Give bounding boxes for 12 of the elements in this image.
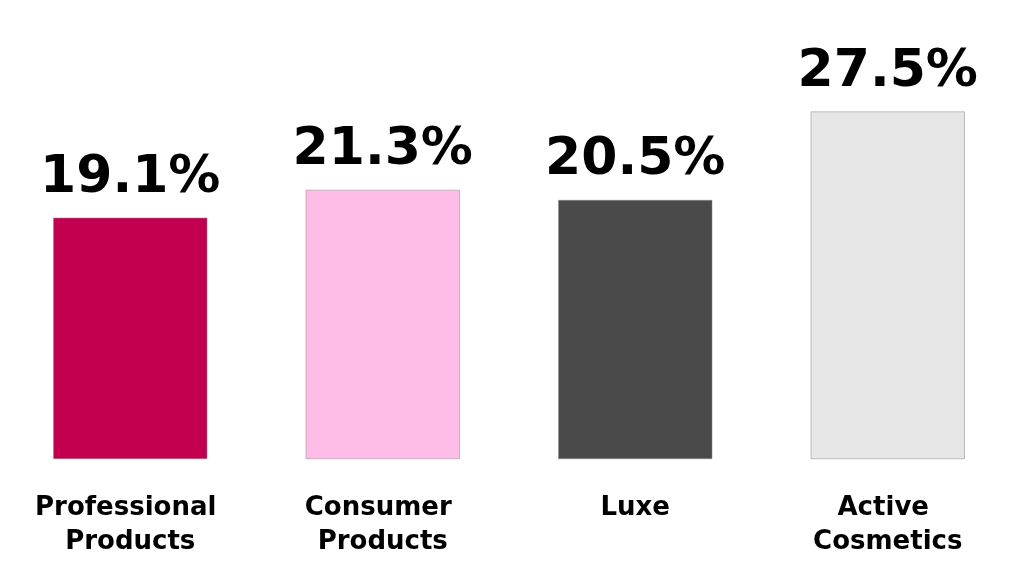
bar	[558, 200, 713, 459]
bar	[305, 189, 460, 459]
x-tick-label: Luxe	[600, 491, 670, 521]
data-label: 19.1%	[40, 143, 221, 204]
bar	[810, 111, 965, 459]
bar	[53, 217, 208, 459]
data-label: 20.5%	[545, 126, 726, 187]
data-label: 21.3%	[292, 115, 473, 176]
x-tick-label: Professional Products	[35, 491, 226, 555]
data-label: 27.5%	[797, 37, 978, 98]
x-tick-label: Consumer Products	[304, 491, 461, 555]
x-tick-label: Active Cosmetics	[813, 491, 963, 555]
